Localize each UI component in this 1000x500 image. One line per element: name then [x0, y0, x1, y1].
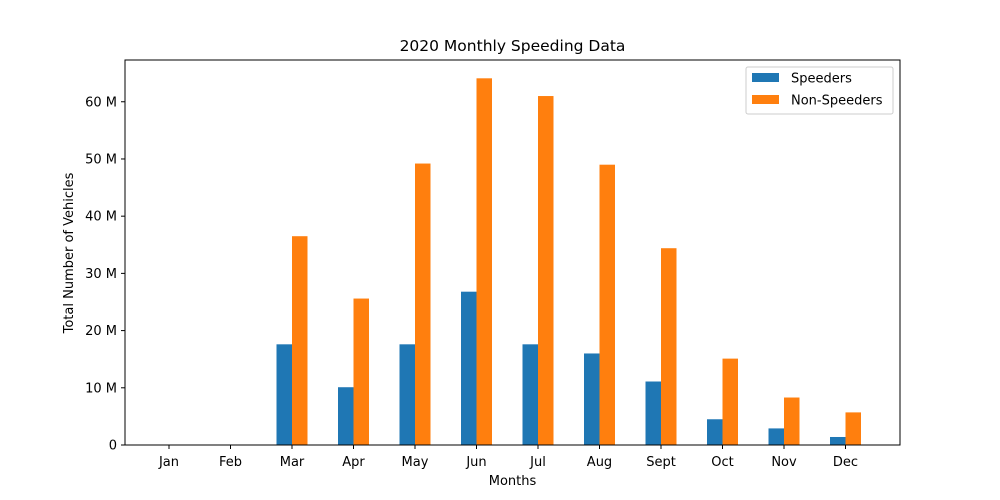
bar-non-speeders-aug: [599, 164, 615, 445]
x-tick-label-apr: Apr: [342, 455, 365, 470]
bar-speeders-nov: [768, 428, 784, 445]
y-tick-label-30: 30 M: [85, 267, 117, 282]
bar-speeders-may: [399, 344, 415, 445]
bar-non-speeders-jun: [476, 78, 492, 445]
legend-label-speeders: Speeders: [791, 72, 852, 87]
x-tick-label-aug: Aug: [587, 455, 612, 470]
legend-swatch-speeders: [752, 73, 779, 82]
bar-speeders-sept: [645, 381, 661, 445]
bar-non-speeders-oct: [722, 358, 738, 445]
bar-non-speeders-mar: [292, 236, 308, 445]
bar-speeders-jun: [461, 291, 477, 445]
y-tick-label-60: 60 M: [85, 95, 117, 110]
y-tick-label-50: 50 M: [85, 152, 117, 167]
bar-non-speeders-nov: [784, 397, 800, 445]
x-tick-label-sept: Sept: [646, 455, 676, 470]
y-tick-label-20: 20 M: [85, 324, 117, 339]
y-tick-label-40: 40 M: [85, 210, 117, 225]
x-tick-label-oct: Oct: [711, 455, 733, 470]
x-tick-label-jun: Jun: [465, 455, 486, 470]
bar-non-speeders-dec: [845, 412, 861, 445]
legend-label-non-speeders: Non-Speeders: [791, 94, 883, 109]
bar-speeders-dec: [830, 436, 846, 445]
bar-non-speeders-may: [415, 163, 431, 446]
x-tick-label-jul: Jul: [529, 455, 546, 470]
x-tick-label-jan: Jan: [158, 455, 179, 470]
bar-non-speeders-sept: [661, 248, 677, 445]
bar-speeders-oct: [707, 419, 723, 445]
y-tick-label-0: 0: [109, 439, 117, 454]
bars-group: [276, 78, 861, 446]
legend: Speeders Non-Speeders: [745, 66, 894, 115]
bar-speeders-mar: [276, 344, 292, 445]
y-axis-label: Total Number of Vehicles: [62, 172, 77, 334]
plot-frame: [124, 59, 901, 446]
x-tick-label-feb: Feb: [219, 455, 242, 470]
x-tick-label-nov: Nov: [771, 455, 797, 470]
chart-title: 2020 Monthly Speeding Data: [400, 37, 626, 55]
x-tick-label-may: May: [402, 455, 429, 470]
axes-group: Jan Feb Mar Apr May Jun Jul Aug Sept Oct Nov Dec 0 10…: [85, 59, 901, 470]
legend-swatch-non-speeders: [752, 95, 779, 104]
bar-non-speeders-apr: [353, 298, 369, 445]
bar-speeders-apr: [338, 387, 354, 445]
y-tick-label-10: 10 M: [85, 381, 117, 396]
x-tick-label-mar: Mar: [280, 455, 305, 470]
bar-non-speeders-jul: [538, 96, 554, 445]
bar-speeders-jul: [522, 344, 538, 445]
legend-frame: [745, 66, 894, 115]
bar-speeders-aug: [584, 353, 600, 445]
x-tick-label-dec: Dec: [833, 455, 858, 470]
x-axis-label: Months: [489, 474, 537, 489]
